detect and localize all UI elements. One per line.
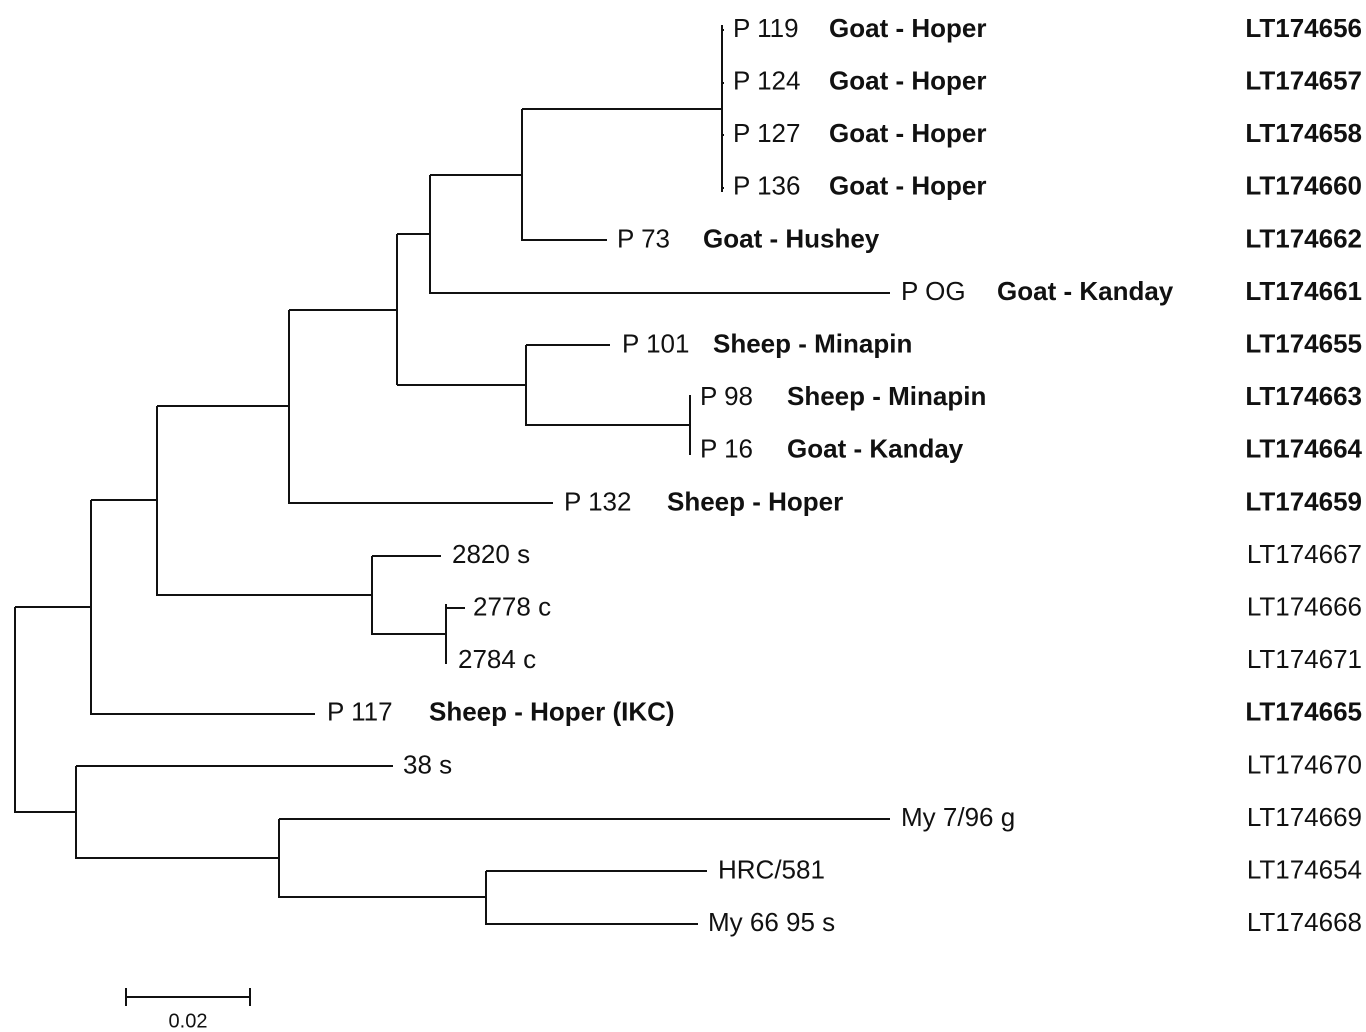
- accession: LT174658: [1245, 118, 1362, 148]
- accession: LT174662: [1245, 223, 1362, 253]
- accession: LT174667: [1247, 539, 1362, 569]
- leaf-label: P 124: [733, 65, 800, 95]
- accession: LT174663: [1245, 381, 1362, 411]
- accession: LT174660: [1245, 171, 1362, 201]
- leaf-host: Goat - Hoper: [829, 13, 986, 43]
- leaf-host: Sheep - Minapin: [713, 328, 912, 358]
- accession: LT174671: [1247, 644, 1362, 674]
- leaf-label: 38 s: [403, 749, 452, 779]
- leaf-label: My 66 95 s: [708, 907, 835, 937]
- leaf-label: 2784 c: [458, 644, 536, 674]
- leaf-label: P 101: [622, 328, 689, 358]
- leaf-label: P 132: [564, 486, 631, 516]
- accession: LT174670: [1247, 749, 1362, 779]
- accession: LT174654: [1247, 854, 1362, 884]
- leaf-label: P 136: [733, 171, 800, 201]
- leaf-host: Goat - Hoper: [829, 65, 986, 95]
- accession: LT174655: [1245, 328, 1362, 358]
- leaf-label: 2778 c: [473, 591, 551, 621]
- leaf-host: Sheep - Minapin: [787, 381, 986, 411]
- leaf-label: P 73: [617, 223, 670, 253]
- leaf-label: P 16: [700, 434, 753, 464]
- leaf-host: Goat - Hushey: [703, 223, 880, 253]
- accession: LT174668: [1247, 907, 1362, 937]
- accession: LT174659: [1245, 486, 1362, 516]
- leaf-label: 2820 s: [452, 539, 530, 569]
- leaf-host: Sheep - Hoper (IKC): [429, 697, 675, 727]
- accession: LT174661: [1245, 276, 1362, 306]
- leaf-host: Sheep - Hoper: [667, 486, 843, 516]
- leaf-host: Goat - Hoper: [829, 171, 986, 201]
- leaf-label: P 98: [700, 381, 753, 411]
- accession: LT174665: [1245, 697, 1362, 727]
- leaf-label: P 127: [733, 118, 800, 148]
- accession: LT174657: [1245, 65, 1362, 95]
- accession: LT174656: [1245, 13, 1362, 43]
- leaf-label: My 7/96 g: [901, 802, 1015, 832]
- leaf-host: Goat - Hoper: [829, 118, 986, 148]
- scale-label: 0.02: [169, 1010, 208, 1032]
- tree-branches: [14, 25, 890, 1006]
- leaf-host: Goat - Kanday: [997, 276, 1174, 306]
- leaf-host: Goat - Kanday: [787, 434, 964, 464]
- leaf-label: P OG: [901, 276, 966, 306]
- leaf-label: HRC/581: [718, 854, 825, 884]
- accession: LT174666: [1247, 591, 1362, 621]
- leaf-label: P 119: [733, 13, 799, 43]
- accession: LT174664: [1245, 434, 1362, 464]
- leaf-label: P 117: [327, 697, 393, 727]
- accession: LT174669: [1247, 802, 1362, 832]
